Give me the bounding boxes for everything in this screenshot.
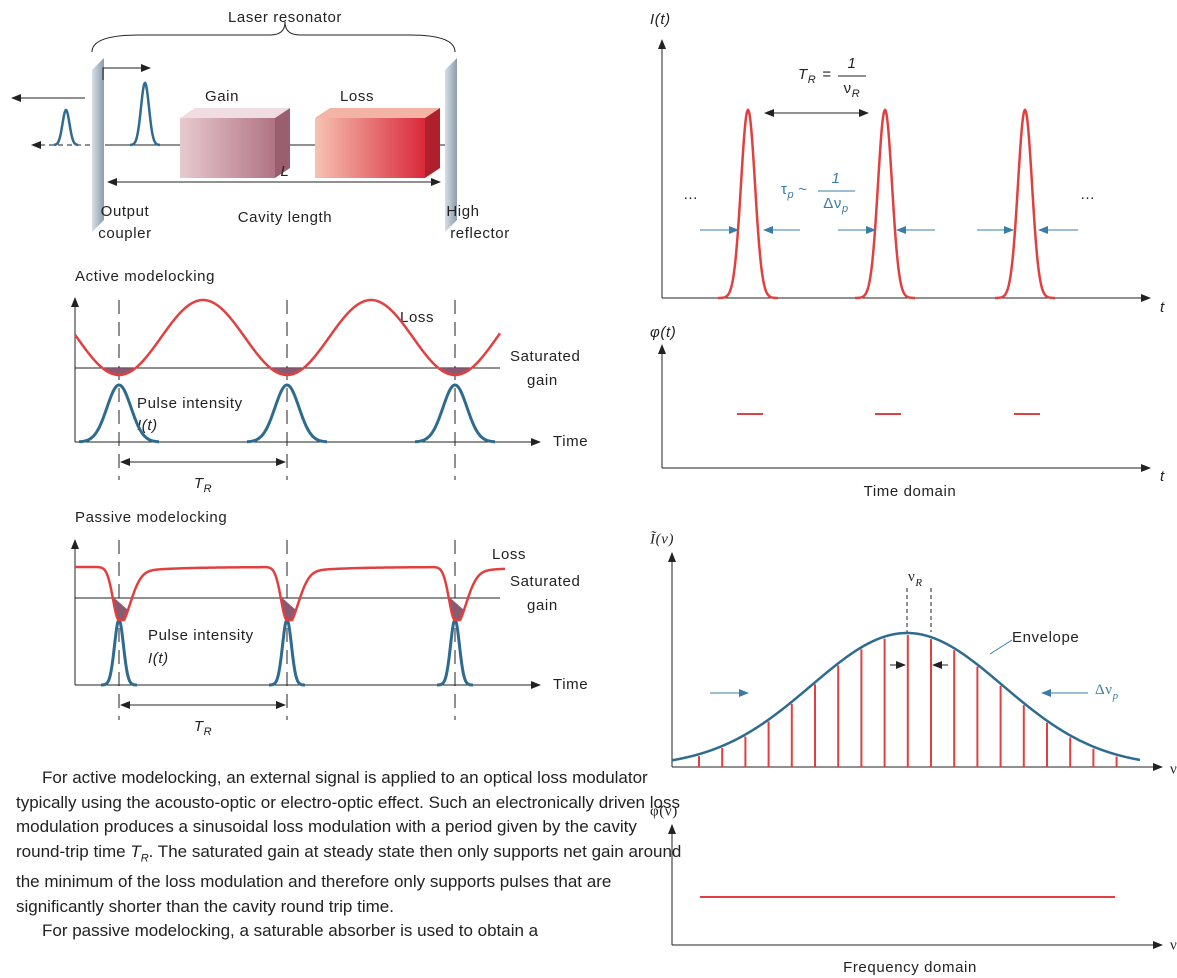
- subscript: R: [204, 483, 213, 495]
- rel: ~: [798, 181, 807, 198]
- pulse: [854, 108, 916, 300]
- loss-box-top: [315, 108, 440, 118]
- high-reflector-mirror: [445, 58, 457, 232]
- numerator: 1: [848, 55, 857, 72]
- loss-label: Loss: [492, 546, 526, 563]
- pulse: [994, 108, 1056, 300]
- gain-box-top: [180, 108, 290, 118]
- pulse-intensity-label: Pulse intensity: [137, 395, 243, 412]
- time-label: Time: [553, 433, 588, 450]
- cavity-length-label: Cavity length: [238, 209, 333, 226]
- output-coupler-label: coupler: [98, 225, 151, 242]
- pulse: [129, 81, 161, 147]
- symbol: T: [194, 718, 205, 735]
- saturated-gain-label: gain: [527, 372, 558, 389]
- loss-box-side: [425, 108, 440, 178]
- symbol: ν: [908, 569, 915, 585]
- passive-title: Passive modelocking: [75, 509, 227, 526]
- period-label: TR: [194, 475, 212, 495]
- symbol: T: [798, 66, 809, 83]
- pulse: [53, 108, 79, 147]
- period-eq: TR =: [798, 66, 832, 86]
- brace: [91, 21, 456, 53]
- intensity-symbol: I(t): [137, 417, 158, 434]
- loss-curve: [75, 565, 506, 622]
- pulse: [246, 383, 328, 444]
- phase-label: φ̃(ν): [650, 803, 678, 819]
- gain-label: Gain: [205, 88, 239, 105]
- spacing-label: νR: [908, 569, 923, 588]
- paragraph: For passive modelocking, a saturable abs…: [16, 919, 686, 944]
- pulse-direction-arrow: [102, 64, 151, 80]
- caption: Time domain: [864, 483, 957, 500]
- saturated-gain-label: Saturated: [510, 573, 580, 590]
- subscript: R: [808, 74, 817, 86]
- symbol: T: [130, 841, 141, 861]
- subscript: p: [841, 203, 849, 215]
- intensity-label: I(t): [650, 11, 671, 28]
- text: For active modelocking, an external sign…: [16, 768, 680, 861]
- envelope: [671, 631, 1141, 762]
- high-reflector-label: High: [446, 203, 479, 220]
- numerator: 1: [832, 170, 841, 187]
- time-label: Time: [553, 676, 588, 693]
- ellipsis: …: [1080, 186, 1096, 203]
- symbol: Δν: [1095, 682, 1113, 698]
- text: For passive modelocking, a saturable abs…: [42, 921, 539, 941]
- period-label: TR: [194, 718, 212, 738]
- loss-curve: [73, 298, 502, 377]
- pulse: [78, 383, 160, 444]
- subscript: R: [204, 726, 213, 738]
- subscript: p: [787, 189, 795, 201]
- nu-label: ν: [1170, 761, 1177, 777]
- pulse-intensity-label: Pulse intensity: [148, 627, 254, 644]
- body-text: For active modelocking, an external sign…: [16, 766, 686, 944]
- symbol: Δν: [823, 195, 842, 212]
- saturated-gain-label: Saturated: [510, 348, 580, 365]
- ellipsis: …: [683, 186, 699, 203]
- output-coupler-mirror: [92, 58, 104, 232]
- paragraph: For active modelocking, an external sign…: [16, 766, 686, 919]
- gain-box: [180, 118, 275, 178]
- output-coupler-label: Output: [101, 203, 150, 220]
- subscript: R: [914, 577, 922, 589]
- text: . The saturated gain at steady state the…: [16, 841, 682, 916]
- pulse: [414, 383, 496, 444]
- gain-box-side: [275, 108, 290, 178]
- active-title: Active modelocking: [75, 268, 215, 285]
- subscript: R: [852, 88, 861, 100]
- subscript: p: [1112, 690, 1119, 702]
- equals: =: [822, 66, 831, 83]
- high-reflector-label: reflector: [450, 225, 510, 242]
- denominator: νR: [844, 80, 861, 100]
- symbol: T: [194, 475, 205, 492]
- t-label: t: [1160, 468, 1165, 485]
- loss-label: Loss: [400, 309, 434, 326]
- symbol: τ: [781, 181, 788, 198]
- pulse: [717, 108, 779, 300]
- t-label: t: [1160, 299, 1165, 316]
- symbol: ν: [844, 80, 852, 97]
- intensity-symbol: I(t): [148, 650, 169, 667]
- resonator-title: Laser resonator: [228, 9, 342, 26]
- caption: Frequency domain: [843, 959, 977, 976]
- loss-box: [315, 118, 425, 178]
- phase-label: φ(t): [650, 324, 676, 341]
- envelope-leader: [989, 639, 1013, 655]
- loss-label: Loss: [340, 88, 374, 105]
- bandwidth-label: Δνp: [1095, 682, 1119, 701]
- duration-eq: τp ~: [781, 181, 808, 201]
- envelope-label: Envelope: [1012, 629, 1079, 646]
- length-symbol: L: [281, 163, 290, 180]
- saturated-gain-label: gain: [527, 597, 558, 614]
- denominator: Δνp: [823, 195, 848, 215]
- nu-label: ν: [1170, 937, 1177, 953]
- spectrum-label: Ĩ(ν): [649, 530, 674, 547]
- subscript: R: [140, 851, 149, 864]
